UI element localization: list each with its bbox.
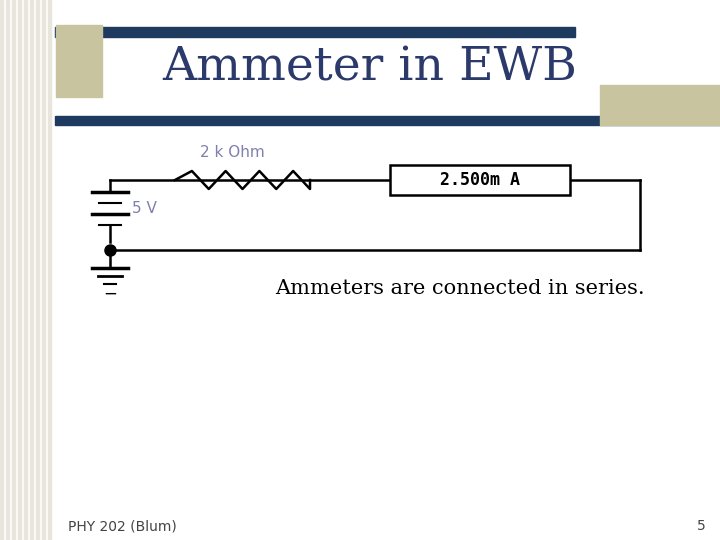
- Bar: [6, 0, 9, 540]
- Bar: [55, 27, 575, 37]
- Bar: [36, 0, 39, 540]
- Bar: [0, 0, 3, 540]
- Text: 2 k Ohm: 2 k Ohm: [200, 145, 265, 160]
- Bar: [390, 165, 570, 195]
- Bar: [18, 0, 21, 540]
- Bar: [56, 25, 102, 97]
- Bar: [24, 0, 27, 540]
- Text: Ammeters are connected in series.: Ammeters are connected in series.: [275, 279, 645, 298]
- Text: PHY 202 (Blum): PHY 202 (Blum): [68, 519, 176, 533]
- Text: −: −: [103, 285, 117, 303]
- Text: 5 V: 5 V: [132, 201, 157, 216]
- Bar: [12, 0, 15, 540]
- Text: 2.500m A: 2.500m A: [440, 171, 520, 189]
- Bar: [48, 0, 51, 540]
- Text: Ammeter in EWB: Ammeter in EWB: [163, 45, 577, 91]
- Bar: [600, 85, 720, 125]
- Bar: [30, 0, 33, 540]
- Bar: [42, 0, 45, 540]
- Text: 5: 5: [697, 519, 706, 533]
- Bar: [55, 116, 720, 125]
